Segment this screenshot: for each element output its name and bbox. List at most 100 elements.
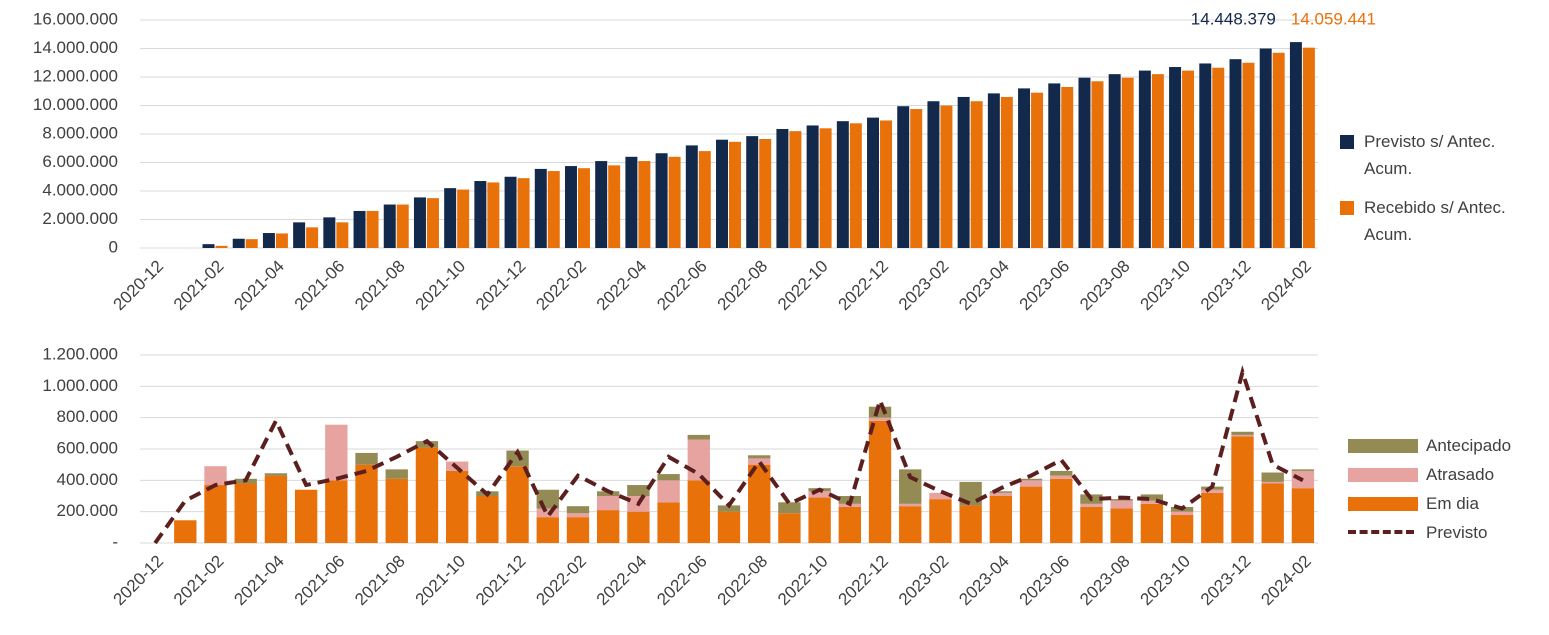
bar-segment xyxy=(1080,503,1103,507)
bar xyxy=(625,156,638,248)
bar xyxy=(789,131,802,248)
bar-segment xyxy=(899,503,922,507)
bar-segment xyxy=(204,485,227,543)
bar-segment xyxy=(385,469,408,479)
legend-swatch xyxy=(1348,497,1418,511)
legend-label: Em dia xyxy=(1426,494,1479,513)
bar-segment xyxy=(325,480,348,543)
x-tick-label: 2020-12 xyxy=(110,552,168,610)
bar xyxy=(262,233,275,248)
x-tick-label: 2021-10 xyxy=(412,257,470,315)
bar-segment xyxy=(748,464,771,543)
bar-segment xyxy=(748,455,771,459)
bar xyxy=(867,117,880,248)
bar-segment xyxy=(1050,470,1073,476)
bar xyxy=(970,101,983,248)
legend-item: Previsto xyxy=(1340,519,1545,546)
bar-segment xyxy=(1231,431,1254,435)
bar-segment xyxy=(1050,478,1073,543)
x-tick-label: 2021-08 xyxy=(351,552,409,610)
x-tick-label: 2022-10 xyxy=(774,257,832,315)
legend-item: Previsto s/ Antec. Acum. xyxy=(1340,128,1545,182)
y-tick-label: 8.000.000 xyxy=(42,123,118,142)
bar xyxy=(806,125,819,248)
x-tick-label: 2023-06 xyxy=(1016,257,1074,315)
x-tick-label: 2024-02 xyxy=(1257,552,1315,610)
y-tick-label: 4.000.000 xyxy=(42,180,118,199)
bar xyxy=(819,128,832,248)
bar xyxy=(245,239,258,248)
line xyxy=(153,365,1304,545)
bar xyxy=(336,222,349,248)
bar-segment xyxy=(778,513,801,543)
bar-segment xyxy=(838,506,861,543)
bar-segment xyxy=(1231,434,1254,437)
x-tick-label: 2023-12 xyxy=(1197,257,1255,315)
bar-segment xyxy=(264,473,288,476)
bar-segment xyxy=(868,406,892,418)
legend-item: Em dia xyxy=(1340,490,1545,517)
bar-segment xyxy=(989,496,1013,543)
bar xyxy=(849,123,862,248)
bar-segment xyxy=(1261,483,1284,543)
bar xyxy=(457,189,470,248)
bar-segment xyxy=(566,517,590,543)
bar xyxy=(595,161,608,248)
bar-segment xyxy=(657,474,680,481)
legend-swatch xyxy=(1340,135,1354,149)
bar xyxy=(776,129,789,248)
bar xyxy=(880,120,893,248)
bar xyxy=(1229,59,1242,248)
x-tick-label: 2022-02 xyxy=(532,257,590,315)
x-tick-label: 2023-04 xyxy=(955,257,1013,315)
bar-segment xyxy=(1019,478,1043,481)
bar xyxy=(1031,92,1044,248)
bar xyxy=(1151,74,1164,249)
bar xyxy=(608,165,621,248)
bar xyxy=(504,176,517,248)
bar xyxy=(1199,63,1212,249)
value-label: 14.448.379 xyxy=(1191,9,1276,28)
x-tick-label: 2022-08 xyxy=(714,257,772,315)
x-tick-label: 2023-10 xyxy=(1137,552,1195,610)
bar xyxy=(729,141,741,248)
bar xyxy=(413,197,426,248)
x-tick-label: 2022-06 xyxy=(653,257,711,315)
bar xyxy=(577,168,590,248)
x-tick-label: 2023-08 xyxy=(1076,552,1134,610)
bar xyxy=(1061,86,1074,248)
bar-segment xyxy=(1261,481,1284,484)
bar-segment xyxy=(264,475,288,543)
bar-segment xyxy=(627,511,650,543)
bar-segment xyxy=(415,447,439,543)
bar-segment xyxy=(808,497,831,543)
bar xyxy=(517,178,530,248)
bar-segment xyxy=(959,505,982,543)
x-tick-label: 2021-06 xyxy=(291,552,349,610)
y-tick-label: 400.000 xyxy=(57,470,118,489)
bar xyxy=(1091,81,1104,249)
y-tick-label: 600.000 xyxy=(57,438,118,457)
bar xyxy=(306,227,319,248)
bar xyxy=(1242,62,1255,248)
bar-segment xyxy=(1140,494,1164,501)
bar-segment xyxy=(808,491,831,498)
x-tick-label: 2022-02 xyxy=(532,552,590,610)
legend: Previsto s/ Antec. Acum. Recebido s/ Ante… xyxy=(1340,128,1545,260)
bar-segment xyxy=(1080,506,1103,543)
legend-swatch xyxy=(1348,439,1418,453)
x-tick-label: 2022-12 xyxy=(834,552,892,610)
x-tick-label: 2023-04 xyxy=(955,552,1013,610)
bar xyxy=(655,153,668,248)
bar-segment xyxy=(445,470,469,543)
bar-segment xyxy=(717,511,741,543)
bar xyxy=(836,121,849,248)
bar-segment xyxy=(385,478,408,543)
bar-segment xyxy=(1110,500,1133,509)
bar xyxy=(1169,67,1182,249)
bar xyxy=(1289,42,1302,249)
bar-segment xyxy=(657,480,680,503)
bar-segment xyxy=(989,491,1013,493)
legend: Antecipado Atrasado Em dia Previsto xyxy=(1340,432,1545,548)
bar-segment xyxy=(294,489,318,543)
